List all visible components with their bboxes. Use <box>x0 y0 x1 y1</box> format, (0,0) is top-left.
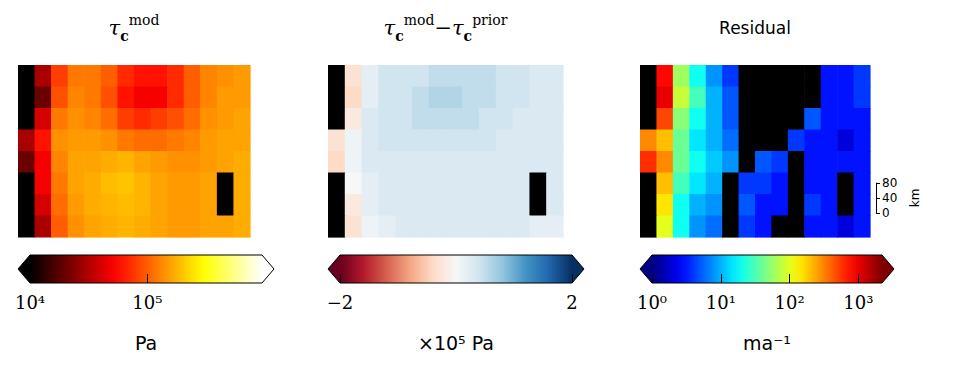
svg-text:mod: mod <box>129 12 160 28</box>
svg-text:10⁰: 10⁰ <box>637 292 667 313</box>
svg-text:80: 80 <box>882 176 897 190</box>
svg-text:2: 2 <box>566 292 577 313</box>
svg-text:10¹: 10¹ <box>706 292 736 313</box>
svg-text:40: 40 <box>882 191 897 205</box>
svg-text:c: c <box>464 28 473 44</box>
svg-text:c: c <box>395 28 404 44</box>
svg-text:c: c <box>120 28 129 44</box>
svg-text:Pa: Pa <box>135 332 157 354</box>
svg-text:10⁵: 10⁵ <box>132 292 162 313</box>
svg-text:prior: prior <box>472 12 508 28</box>
svg-text:ma⁻¹: ma⁻¹ <box>743 332 791 354</box>
svg-text:10³: 10³ <box>843 292 873 313</box>
svg-text:×10⁵ Pa: ×10⁵ Pa <box>418 332 494 354</box>
svg-text:−τ: −τ <box>434 16 464 40</box>
svg-text:Residual: Residual <box>719 18 791 38</box>
svg-text:−2: −2 <box>327 292 354 313</box>
svg-text:10⁴: 10⁴ <box>15 292 45 313</box>
svg-text:10²: 10² <box>775 292 805 313</box>
svg-text:τ: τ <box>109 16 121 40</box>
svg-text:km: km <box>908 189 922 208</box>
svg-text:τ: τ <box>384 16 396 40</box>
svg-text:mod: mod <box>404 12 435 28</box>
svg-text:0: 0 <box>882 206 890 220</box>
